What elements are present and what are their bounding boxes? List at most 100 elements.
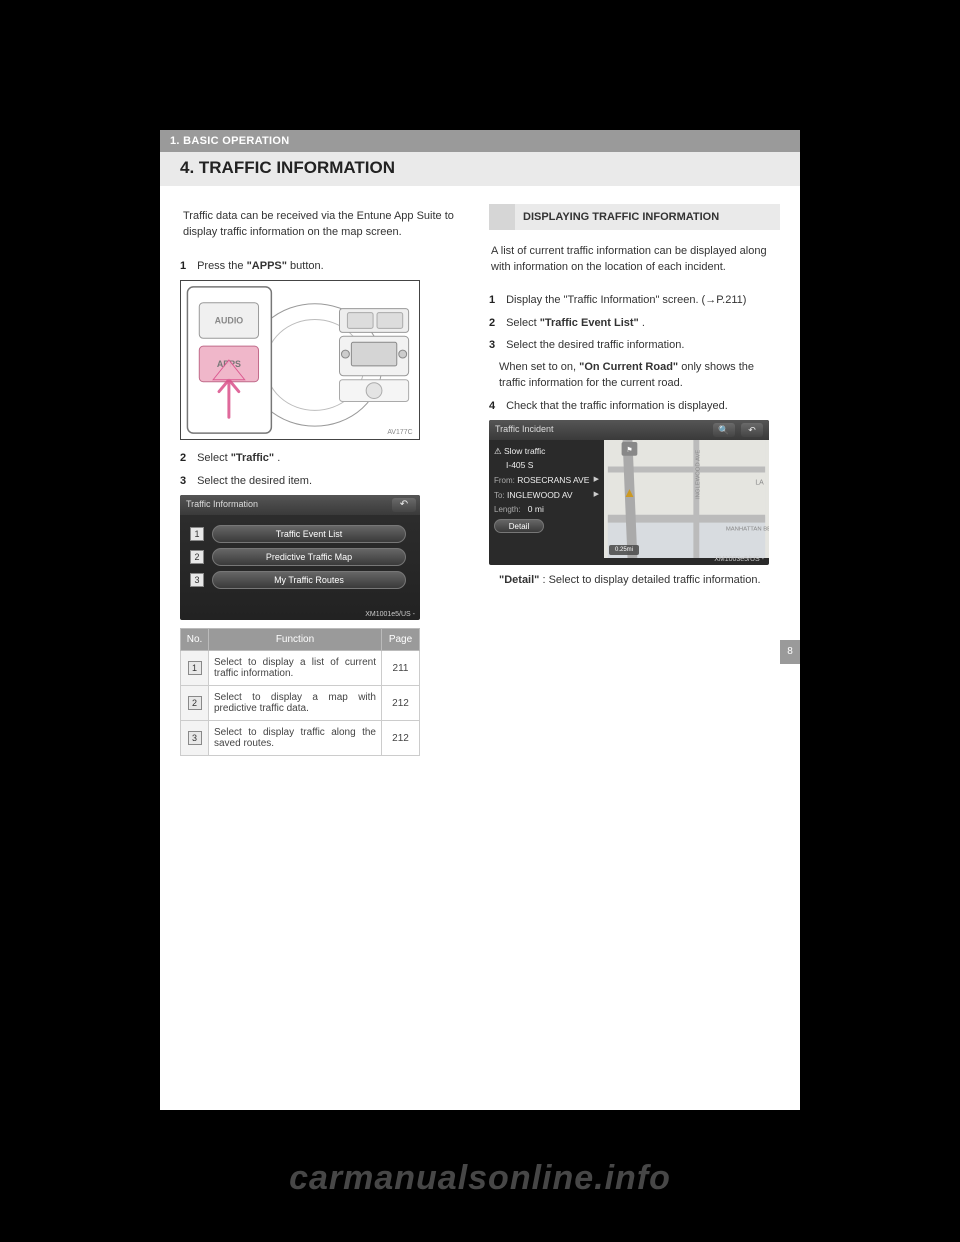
cell-pg-1: 211 [382, 651, 420, 686]
dashboard-figure: AUDIO APPS AV177C [180, 280, 420, 440]
back-icon: ↶ [741, 423, 763, 437]
cell-pg-3: 212 [382, 721, 420, 756]
inc-from-v: ROSECRANS AVE [517, 475, 589, 485]
inc-to: To: INGLEWOOD AV ▶ [494, 488, 599, 503]
table-row: 1 Select to display a list of current tr… [181, 651, 420, 686]
th-no: No. [181, 629, 209, 651]
inc-len: Length: 0 mi [494, 502, 599, 517]
step-2-text-a: Select [197, 452, 231, 464]
r-step-2: 2 Select "Traffic Event List" . [489, 315, 780, 332]
cell-fn-3: Select to display traffic along the save… [209, 721, 382, 756]
r-s4-num: 4 [489, 398, 503, 415]
svg-text:MANHATTAN BEACH: MANHATTAN BEACH [726, 527, 769, 533]
subhead: DISPLAYING TRAFFIC INFORMATION [489, 204, 780, 230]
incident-titlebar: Traffic Incident 🔍 ↶ [489, 420, 769, 440]
inc-road: I-405 S [494, 458, 599, 472]
svg-text:AUDIO: AUDIO [215, 316, 244, 326]
step-3-num: 3 [180, 473, 194, 490]
menu-row-1: 1 Traffic Event List [190, 525, 406, 543]
r-s2-num: 2 [489, 315, 503, 332]
menu-btn-2: Predictive Traffic Map [212, 548, 406, 566]
r-s4-text: Check that the traffic information is di… [506, 400, 728, 412]
badge: 2 [188, 696, 202, 710]
detail-button: Detail [494, 519, 544, 533]
r-s2-b: . [642, 317, 645, 329]
svg-text:LA: LA [755, 479, 764, 486]
r-s2-a: Select [506, 317, 540, 329]
detail-label: "Detail" [499, 574, 539, 586]
step-3: 3 Select the desired item. [180, 473, 471, 490]
svg-text:INGLEWOOD AVE: INGLEWOOD AVE [695, 450, 701, 499]
table-header-row: No. Function Page [181, 629, 420, 651]
menu-code: XM1001e5/US - [365, 611, 415, 618]
step-1-button-name: "APPS" [247, 260, 287, 272]
menu-title: Traffic Information [186, 499, 258, 509]
menu-figure: Traffic Information ↶ 1 Traffic Event Li… [180, 495, 420, 620]
svg-text:AV177C: AV177C [387, 429, 412, 436]
intro-text: Traffic data can be received via the Ent… [180, 204, 471, 252]
intro-span: Traffic data can be received via the Ent… [183, 210, 454, 238]
right-column: DISPLAYING TRAFFIC INFORMATION A list of… [489, 204, 780, 756]
tri-icon: ▶ [594, 474, 599, 486]
step-1-text-b: button. [290, 260, 324, 272]
back-icon: ↶ [392, 498, 416, 512]
incident-body: ⚠ Slow traffic I-405 S From: ROSECRANS A… [489, 440, 769, 558]
incident-code: XM1003e5/US - [714, 556, 764, 563]
table-row: 2 Select to display a map with predictiv… [181, 686, 420, 721]
section-header: 1. BASIC OPERATION [160, 130, 800, 152]
inc-to-k: To: [494, 491, 505, 500]
step-2-num: 2 [180, 450, 194, 467]
r-step-1: 1 Display the "Traffic Information" scre… [489, 292, 780, 309]
step-1-text-a: Press the [197, 260, 247, 272]
chapter-tab: 8 [780, 640, 800, 664]
zoom-icon: 🔍 [713, 423, 735, 437]
tri-icon: ▶ [594, 489, 599, 501]
menu-items: 1 Traffic Event List 2 Predictive Traffi… [180, 515, 420, 600]
table-row: 3 Select to display traffic along the sa… [181, 721, 420, 756]
svg-text:⚑: ⚑ [626, 446, 632, 454]
cell-num-2: 2 [181, 686, 209, 721]
cell-fn-2: Select to display a map with predictive … [209, 686, 382, 721]
menu-titlebar: Traffic Information ↶ [180, 495, 420, 515]
cell-fn-1: Select to display a list of current traf… [209, 651, 382, 686]
inc-len-v: 0 mi [528, 504, 544, 514]
subhead-box [489, 204, 515, 230]
left-column: Traffic data can be received via the Ent… [180, 204, 471, 756]
cell-num-3: 3 [181, 721, 209, 756]
r-bullet-q: "On Current Road" [579, 361, 678, 373]
detail-text: : Select to display detailed traffic inf… [542, 574, 760, 586]
inc-len-k: Length: [494, 505, 521, 514]
menu-row-3: 3 My Traffic Routes [190, 571, 406, 589]
step-3-text: Select the desired item. [197, 475, 312, 487]
menu-row-2: 2 Predictive Traffic Map [190, 548, 406, 566]
content-columns: Traffic data can be received via the Ent… [160, 186, 800, 756]
incident-details: ⚠ Slow traffic I-405 S From: ROSECRANS A… [489, 440, 604, 558]
incident-title: Traffic Incident [495, 424, 554, 434]
badge: 1 [188, 661, 202, 675]
step-2: 2 Select "Traffic" . [180, 450, 471, 467]
watermark: carmanualsonline.info [0, 1159, 960, 1198]
badge: 3 [188, 731, 202, 745]
dashboard-svg: AUDIO APPS AV177C [181, 281, 419, 439]
badge-3: 3 [190, 573, 204, 587]
badge-2: 2 [190, 550, 204, 564]
step-1-num: 1 [180, 258, 194, 275]
page-title: 4. TRAFFIC INFORMATION [160, 152, 800, 186]
menu-btn-3: My Traffic Routes [212, 571, 406, 589]
subhead-text: DISPLAYING TRAFFIC INFORMATION [515, 204, 780, 230]
detail-line: "Detail" : Select to display detailed tr… [489, 573, 780, 589]
map-scale: 0.25mi [609, 545, 639, 555]
r-step-3: 3 Select the desired traffic information… [489, 337, 780, 354]
inc-from: From: ROSECRANS AVE ▶ [494, 473, 599, 488]
step-2-text-b: . [277, 452, 280, 464]
step-1: 1 Press the "APPS" button. [180, 258, 471, 275]
r-s2-q: "Traffic Event List" [540, 317, 639, 329]
manual-page: 1. BASIC OPERATION 4. TRAFFIC INFORMATIO… [160, 130, 800, 1110]
cell-pg-2: 212 [382, 686, 420, 721]
inc-warn: ⚠ Slow traffic [494, 444, 599, 458]
menu-btn-1: Traffic Event List [212, 525, 406, 543]
r-step-4: 4 Check that the traffic information is … [489, 398, 780, 415]
r-bullet-a: When set to on, [499, 361, 579, 373]
right-note: A list of current traffic information ca… [489, 240, 780, 284]
step-2-q: "Traffic" [231, 452, 274, 464]
